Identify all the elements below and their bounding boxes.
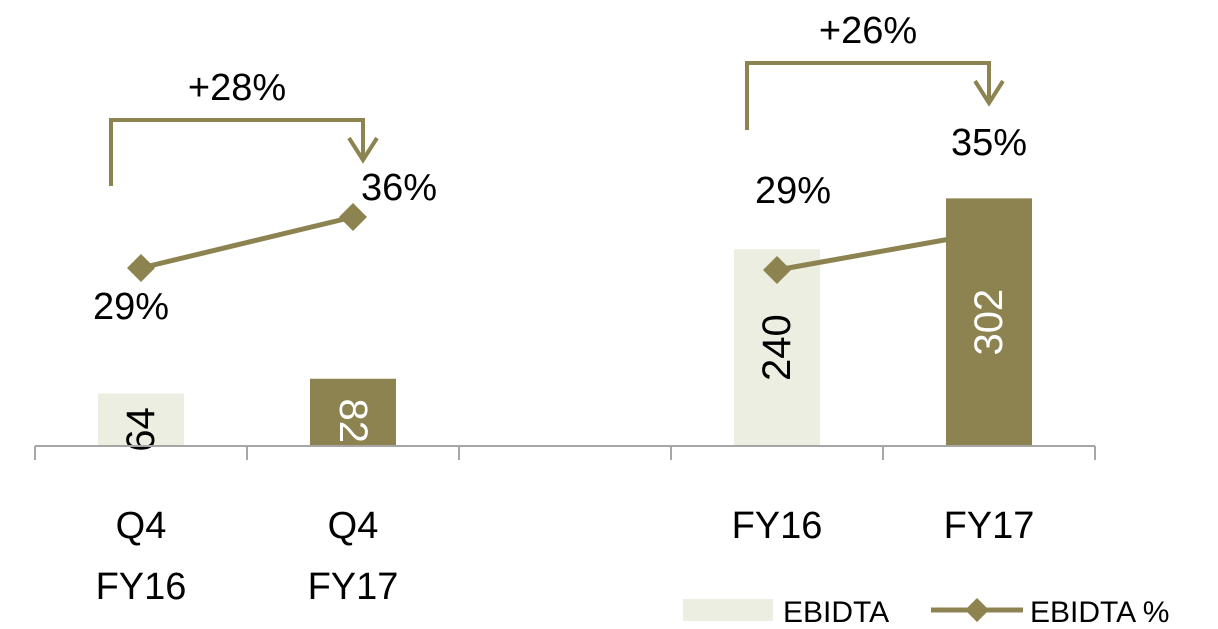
x-tick-label-1-1: FY17 [308, 566, 399, 608]
x-tick-label-0-0: Q4 [116, 505, 167, 547]
ebidta-bar-0 [98, 393, 184, 446]
legend-swatch-ebidta [683, 599, 773, 621]
growth-arrowhead-0 [347, 136, 379, 164]
x-tick-label-0-1: FY16 [96, 566, 187, 608]
growth-bracket-1 [745, 61, 991, 130]
growth-label-0: +28% [188, 67, 286, 109]
growth-bracket-0 [109, 118, 365, 186]
ebidta-pct-marker-3 [763, 256, 791, 284]
growth-arrowhead-1 [973, 79, 1005, 107]
x-tick-label-4-0: FY17 [944, 505, 1035, 547]
legend-label-ebidta: EBIDTA [783, 596, 889, 629]
growth-annotations: +28% +26% [109, 10, 1005, 186]
bars-layer: 64 82 240 302 [98, 198, 1032, 452]
ebidta-pct-line-layer: 29% 36% 29% 35% [93, 122, 1027, 328]
legend-swatch-diamond [965, 598, 989, 622]
ebidta-pct-label-4: 35% [951, 122, 1027, 164]
ebidta-pct-label-1: 36% [361, 167, 437, 209]
ebidta-pct-marker-4 [975, 218, 1003, 246]
ebidta-pct-marker-1 [339, 203, 367, 231]
ebidta-pct-segment-0 [138, 214, 356, 271]
ebidta-bar-label-3: 240 [755, 314, 799, 381]
x-tick-label-3-0: FY16 [732, 505, 823, 547]
ebidta-bar-label-1: 82 [331, 399, 375, 444]
ebidta-bar-label-0: 64 [119, 407, 163, 452]
ebidta-bar-label-4: 302 [967, 289, 1011, 356]
x-axis: Q4 FY16 Q4 FY17 FY16 FY17 [34, 445, 1096, 608]
ebidta-bar-1 [310, 378, 396, 446]
ebidta-pct-segment-1 [774, 229, 992, 273]
ebidta-pct-marker-0 [127, 254, 155, 282]
ebidta-pct-label-0: 29% [93, 286, 169, 328]
ebidta-pct-label-3: 29% [755, 170, 831, 212]
legend: EBIDTA EBIDTA % [683, 596, 1169, 629]
growth-label-1: +26% [819, 10, 917, 52]
x-tick-label-1-0: Q4 [328, 505, 379, 547]
legend-label-ebidta: EBIDTA % [1030, 596, 1169, 629]
